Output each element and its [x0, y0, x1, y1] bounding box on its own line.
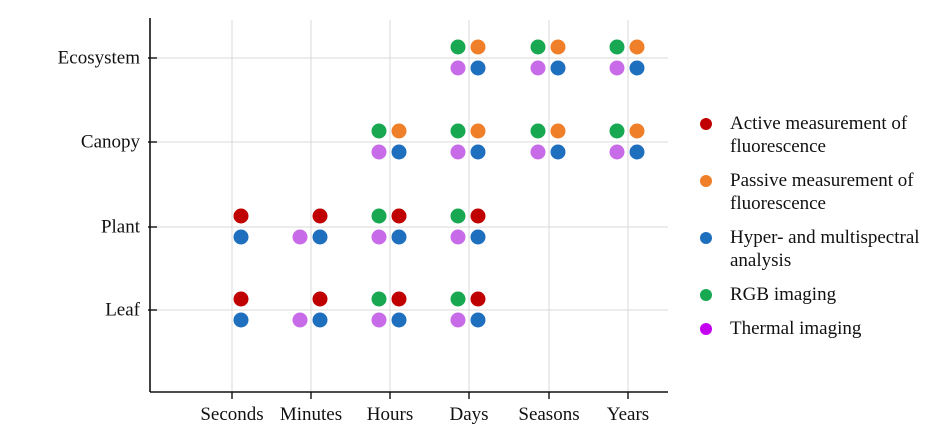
point-thermal-imaging-years-ecosystem	[609, 60, 625, 76]
legend-item-4: Thermal imaging	[700, 317, 945, 340]
point-hyper-and-multispectral-analysis-days-canopy	[470, 144, 486, 160]
y-tick-label-plant: Plant	[101, 217, 141, 238]
point-hyper-and-multispectral-analysis-hours-canopy	[391, 144, 407, 160]
legend-marker-4	[700, 323, 712, 335]
legend-marker-0	[700, 118, 712, 130]
legend-label-2: Hyper- and multispectral analysis	[730, 227, 920, 271]
point-rgb-imaging-days-ecosystem	[450, 39, 466, 55]
legend-item-3: RGB imaging	[700, 283, 945, 306]
point-active-measurement-of-fluorescence-seconds-plant	[233, 208, 249, 224]
point-thermal-imaging-hours-canopy	[371, 144, 387, 160]
point-passive-measurement-of-fluorescence-years-ecosystem	[629, 39, 645, 55]
point-thermal-imaging-days-ecosystem	[450, 60, 466, 76]
point-active-measurement-of-fluorescence-hours-leaf	[391, 291, 407, 307]
y-tick-label-canopy: Canopy	[81, 132, 141, 153]
point-hyper-and-multispectral-analysis-days-leaf	[470, 312, 486, 328]
legend-label-1: Passive measurement of fluorescence	[730, 170, 914, 214]
y-axis-tick-labels: Leaf Plant Canopy Ecosystem	[58, 48, 141, 321]
point-hyper-and-multispectral-analysis-days-plant	[470, 229, 486, 245]
point-passive-measurement-of-fluorescence-days-ecosystem	[470, 39, 486, 55]
point-hyper-and-multispectral-analysis-seconds-plant	[233, 229, 249, 245]
point-rgb-imaging-days-plant	[450, 208, 466, 224]
point-thermal-imaging-days-canopy	[450, 144, 466, 160]
point-hyper-and-multispectral-analysis-minutes-plant	[312, 229, 328, 245]
point-passive-measurement-of-fluorescence-hours-canopy	[391, 123, 407, 139]
point-rgb-imaging-hours-plant	[371, 208, 387, 224]
point-thermal-imaging-days-leaf	[450, 312, 466, 328]
point-hyper-and-multispectral-analysis-years-ecosystem	[629, 60, 645, 76]
legend-label-4: Thermal imaging	[730, 318, 862, 339]
point-passive-measurement-of-fluorescence-years-canopy	[629, 123, 645, 139]
point-active-measurement-of-fluorescence-seconds-leaf	[233, 291, 249, 307]
point-passive-measurement-of-fluorescence-seasons-ecosystem	[550, 39, 566, 55]
point-rgb-imaging-days-leaf	[450, 291, 466, 307]
point-thermal-imaging-hours-plant	[371, 229, 387, 245]
legend-item-0: Active measurement of fluorescence	[700, 112, 945, 158]
point-active-measurement-of-fluorescence-days-plant	[470, 208, 486, 224]
legend: Active measurement of fluorescence Passiv…	[700, 112, 945, 351]
point-thermal-imaging-minutes-leaf	[292, 312, 308, 328]
legend-item-1: Passive measurement of fluorescence	[700, 169, 945, 215]
x-axis-tick-labels: Seconds Minutes Hours Days Seasons Years	[200, 404, 649, 425]
point-thermal-imaging-minutes-plant	[292, 229, 308, 245]
legend-marker-1	[700, 175, 712, 187]
point-thermal-imaging-seasons-ecosystem	[530, 60, 546, 76]
x-tick-label-seconds: Seconds	[200, 404, 263, 425]
y-tick-label-leaf: Leaf	[105, 300, 140, 321]
point-passive-measurement-of-fluorescence-seasons-canopy	[550, 123, 566, 139]
x-tick-label-years: Years	[607, 404, 649, 425]
point-rgb-imaging-years-canopy	[609, 123, 625, 139]
point-thermal-imaging-days-plant	[450, 229, 466, 245]
point-active-measurement-of-fluorescence-minutes-plant	[312, 208, 328, 224]
legend-marker-3	[700, 289, 712, 301]
point-hyper-and-multispectral-analysis-hours-plant	[391, 229, 407, 245]
point-hyper-and-multispectral-analysis-seasons-canopy	[550, 144, 566, 160]
point-active-measurement-of-fluorescence-minutes-leaf	[312, 291, 328, 307]
point-thermal-imaging-years-canopy	[609, 144, 625, 160]
legend-item-2: Hyper- and multispectral analysis	[700, 226, 945, 272]
legend-marker-2	[700, 232, 712, 244]
point-hyper-and-multispectral-analysis-hours-leaf	[391, 312, 407, 328]
legend-label-3: RGB imaging	[730, 284, 837, 305]
point-rgb-imaging-days-canopy	[450, 123, 466, 139]
x-tick-label-hours: Hours	[367, 404, 413, 425]
point-rgb-imaging-seasons-ecosystem	[530, 39, 546, 55]
point-passive-measurement-of-fluorescence-days-canopy	[470, 123, 486, 139]
point-thermal-imaging-seasons-canopy	[530, 144, 546, 160]
point-rgb-imaging-hours-leaf	[371, 291, 387, 307]
point-hyper-and-multispectral-analysis-years-canopy	[629, 144, 645, 160]
point-thermal-imaging-hours-leaf	[371, 312, 387, 328]
data-points	[233, 39, 645, 328]
point-hyper-and-multispectral-analysis-days-ecosystem	[470, 60, 486, 76]
x-tick-label-days: Days	[449, 404, 488, 425]
legend-label-0: Active measurement of fluorescence	[730, 113, 908, 157]
point-hyper-and-multispectral-analysis-seasons-ecosystem	[550, 60, 566, 76]
point-rgb-imaging-seasons-canopy	[530, 123, 546, 139]
grid-lines	[150, 20, 668, 392]
point-active-measurement-of-fluorescence-hours-plant	[391, 208, 407, 224]
x-tick-label-minutes: Minutes	[280, 404, 342, 425]
point-active-measurement-of-fluorescence-days-leaf	[470, 291, 486, 307]
x-tick-label-seasons: Seasons	[518, 404, 579, 425]
axes	[148, 18, 668, 399]
point-hyper-and-multispectral-analysis-minutes-leaf	[312, 312, 328, 328]
point-rgb-imaging-years-ecosystem	[609, 39, 625, 55]
y-tick-label-ecosystem: Ecosystem	[58, 48, 141, 69]
point-hyper-and-multispectral-analysis-seconds-leaf	[233, 312, 249, 328]
point-rgb-imaging-hours-canopy	[371, 123, 387, 139]
